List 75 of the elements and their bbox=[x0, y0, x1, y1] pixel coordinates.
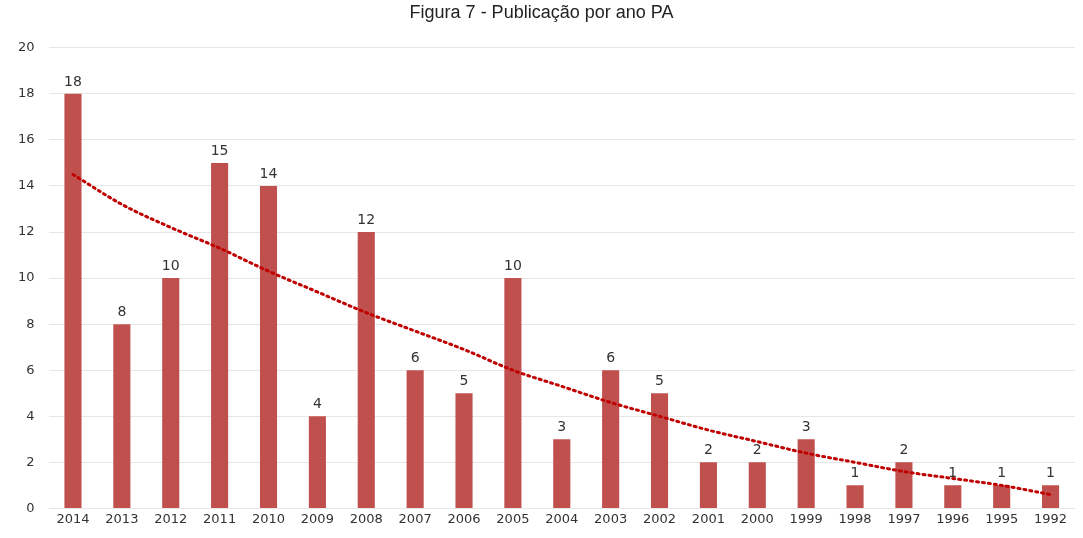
data-label: 2 bbox=[703, 440, 713, 457]
x-tick-label: 2003 bbox=[594, 510, 628, 526]
data-label: 4 bbox=[312, 394, 322, 411]
data-label: 2 bbox=[752, 440, 762, 457]
data-label: 8 bbox=[117, 302, 127, 319]
bar bbox=[504, 278, 522, 508]
x-tick-label: 2005 bbox=[496, 510, 530, 526]
bar bbox=[602, 370, 620, 508]
x-tick-label: 1998 bbox=[838, 510, 872, 526]
x-tick-label: 1992 bbox=[1034, 510, 1068, 526]
x-tick-label: 1996 bbox=[936, 510, 970, 526]
data-label: 1 bbox=[1046, 464, 1056, 481]
x-tick-label: 1995 bbox=[985, 510, 1019, 526]
bar bbox=[162, 278, 180, 508]
x-tick-label: 2008 bbox=[349, 510, 383, 526]
y-tick-label: 4 bbox=[26, 407, 35, 423]
y-tick-label: 6 bbox=[26, 361, 35, 377]
data-label: 1 bbox=[948, 464, 958, 481]
chart-title: Figura 7 - Publicação por ano PA bbox=[408, 2, 675, 23]
data-label: 18 bbox=[64, 72, 82, 89]
bar bbox=[259, 185, 278, 508]
bar bbox=[797, 439, 815, 508]
bar bbox=[553, 439, 571, 508]
bar bbox=[406, 370, 424, 508]
y-tick-label: 0 bbox=[26, 499, 35, 515]
y-tick-label: 16 bbox=[18, 131, 35, 147]
data-label: 3 bbox=[557, 417, 567, 434]
bar bbox=[455, 393, 473, 508]
bar bbox=[650, 393, 669, 508]
bar bbox=[1042, 485, 1060, 508]
bar bbox=[357, 232, 375, 508]
x-tick-label: 2002 bbox=[642, 510, 677, 526]
data-label: 12 bbox=[357, 210, 376, 227]
bar bbox=[993, 485, 1011, 508]
x-tick-label: 2001 bbox=[691, 510, 725, 526]
data-label: 10 bbox=[503, 256, 522, 273]
bar bbox=[211, 162, 229, 508]
x-tick-label: 2011 bbox=[203, 510, 237, 526]
y-tick-label: 2 bbox=[26, 453, 35, 469]
y-tick-label: 10 bbox=[18, 269, 35, 285]
x-tick-label: 2012 bbox=[154, 510, 188, 526]
data-label: 14 bbox=[259, 164, 278, 181]
x-tick-label: 2014 bbox=[56, 510, 90, 526]
data-label: 5 bbox=[459, 371, 469, 388]
x-tick-label: 2000 bbox=[740, 510, 774, 526]
data-label: 6 bbox=[410, 348, 420, 365]
bar bbox=[113, 324, 131, 508]
bar bbox=[846, 485, 864, 508]
x-tick-label: 2007 bbox=[398, 510, 432, 526]
data-label: 10 bbox=[161, 256, 180, 273]
data-label: 5 bbox=[655, 371, 664, 388]
y-tick-label: 18 bbox=[18, 85, 35, 101]
data-label: 15 bbox=[210, 141, 229, 158]
y-tick-label: 20 bbox=[18, 39, 35, 55]
y-tick-label: 12 bbox=[18, 223, 35, 239]
x-tick-label: 2009 bbox=[300, 510, 334, 526]
x-tick-label: 2004 bbox=[545, 510, 579, 526]
x-tick-label: 2013 bbox=[105, 510, 139, 526]
data-label: 1 bbox=[850, 464, 860, 481]
data-label: 6 bbox=[606, 348, 616, 365]
data-label: 2 bbox=[899, 440, 909, 457]
y-tick-label: 8 bbox=[26, 315, 35, 331]
x-tick-label: 2006 bbox=[447, 510, 481, 526]
x-tick-label: 1997 bbox=[887, 510, 921, 526]
bar bbox=[64, 93, 82, 508]
bar bbox=[944, 485, 962, 508]
data-label: 3 bbox=[801, 417, 811, 434]
bar bbox=[748, 462, 766, 508]
y-tick-label: 14 bbox=[18, 177, 35, 193]
bar bbox=[699, 462, 717, 508]
x-tick-label: 2010 bbox=[251, 510, 286, 526]
bar bbox=[895, 462, 913, 508]
bar bbox=[308, 416, 326, 508]
data-label: 1 bbox=[997, 464, 1007, 481]
x-tick-label: 1999 bbox=[789, 510, 823, 526]
